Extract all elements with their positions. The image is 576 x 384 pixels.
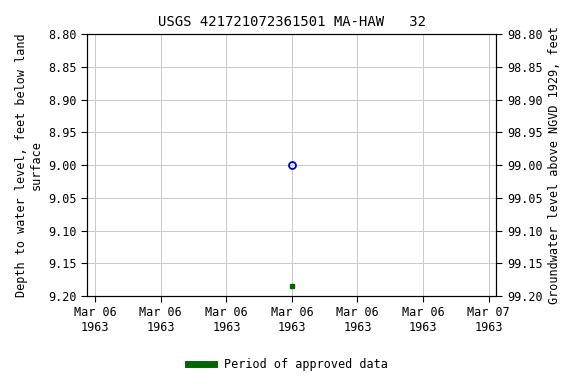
Y-axis label: Groundwater level above NGVD 1929, feet: Groundwater level above NGVD 1929, feet [548, 26, 561, 304]
Title: USGS 421721072361501 MA-HAW   32: USGS 421721072361501 MA-HAW 32 [158, 15, 426, 29]
Y-axis label: Depth to water level, feet below land
surface: Depth to water level, feet below land su… [15, 33, 43, 297]
Legend: Period of approved data: Period of approved data [184, 354, 392, 376]
